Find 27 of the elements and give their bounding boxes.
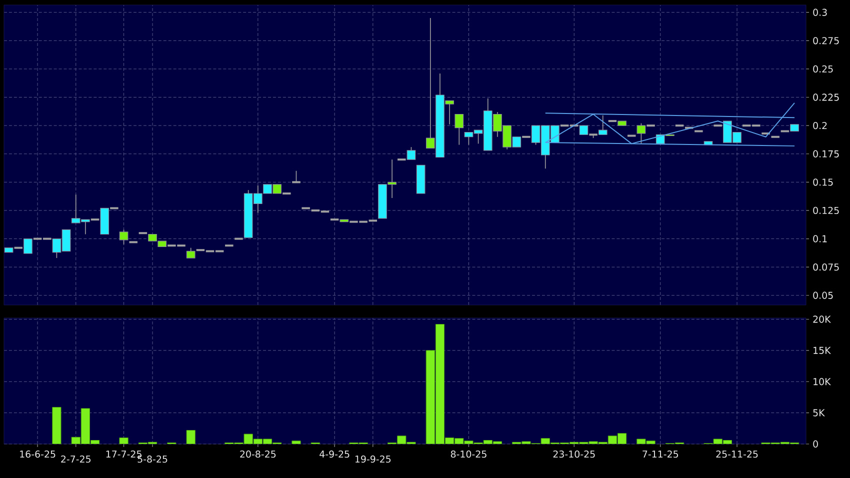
y-tick-label: 0.225 (813, 94, 839, 101)
y-tick-label: 0 (813, 440, 818, 448)
y-tick-label: 0.075 (813, 263, 839, 271)
y-tick-label: 0.125 (813, 206, 839, 214)
x-tick-label: 2-7-25 (61, 455, 90, 463)
y-tick-label: 0.175 (813, 150, 839, 158)
y-tick-label: 0.3 (813, 8, 827, 16)
y-tick-label: 0.15 (813, 178, 833, 186)
x-tick-label: 20-8-25 (240, 450, 276, 458)
y-tick-label: 0.1 (813, 235, 827, 242)
y-tick-label: 0.25 (813, 65, 833, 73)
x-tick-label: 17-7-25 (106, 450, 142, 458)
x-tick-label: 8-10-25 (450, 450, 486, 458)
x-tick-label: 5-8-25 (138, 455, 168, 463)
y-tick-label: 20K (813, 316, 831, 323)
y-tick-label: 5K (813, 409, 825, 416)
x-tick-label: 23-10-25 (553, 450, 595, 458)
x-tick-label: 16-6-25 (20, 450, 56, 458)
x-tick-label: 4-9-25 (320, 450, 350, 458)
y-tick-label: 0.05 (813, 292, 833, 299)
y-tick-label: 15K (814, 346, 831, 354)
y-tick-label: 0.275 (813, 37, 839, 44)
x-tick-label: 7-11-25 (642, 450, 678, 458)
x-tick-label: 25-11-25 (716, 450, 758, 458)
y-tick-label: 10K (814, 378, 831, 386)
x-tick-label: 19-9-25 (355, 455, 391, 463)
y-tick-label: 0.2 (813, 122, 827, 130)
